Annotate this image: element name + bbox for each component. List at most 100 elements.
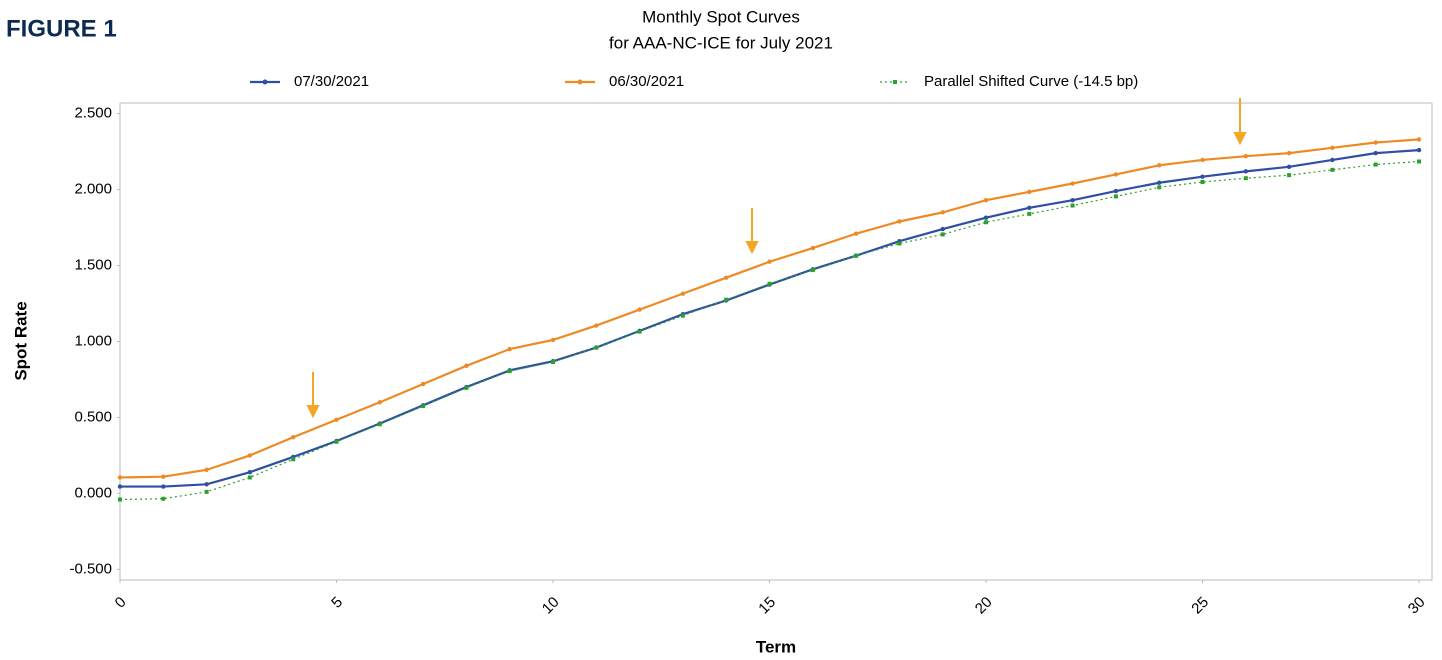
point <box>291 457 296 462</box>
plot-frame <box>119 102 1433 581</box>
chart-subtitle: for AAA-NC-ICE for July 2021 <box>609 33 833 52</box>
point <box>1200 157 1205 163</box>
point <box>1373 140 1378 145</box>
x-tick-label: 15 <box>755 594 779 618</box>
point <box>161 474 166 479</box>
arrows <box>306 98 1247 419</box>
point <box>1286 164 1292 170</box>
point <box>594 323 599 328</box>
point <box>117 484 123 489</box>
point <box>1287 173 1292 178</box>
legend-marker <box>893 80 897 84</box>
legend-marker <box>262 79 268 85</box>
point <box>680 291 686 296</box>
point <box>550 337 556 343</box>
point <box>1373 162 1378 167</box>
legend-label: 06/30/2021 <box>609 73 684 90</box>
y-tick-label: 1.000 <box>74 332 112 349</box>
arrow-head <box>306 405 320 419</box>
x-tick-label: 0 <box>112 594 130 612</box>
figure-label: FIGURE 1 <box>6 15 117 42</box>
point <box>810 268 815 273</box>
point <box>940 232 945 237</box>
y-tick-label: 2.500 <box>74 105 112 122</box>
point <box>724 297 729 302</box>
point <box>117 475 123 480</box>
legend-label: Parallel Shifted Curve (-14.5 bp) <box>924 73 1138 90</box>
point <box>551 360 556 365</box>
point <box>247 475 252 480</box>
point <box>810 245 816 251</box>
point <box>897 219 902 224</box>
point <box>507 346 512 352</box>
y-tick-label: -0.500 <box>69 560 112 577</box>
point <box>1027 211 1032 216</box>
point <box>1243 153 1249 159</box>
point <box>854 253 859 258</box>
point <box>1027 189 1032 195</box>
chart-title: Monthly Spot Curves <box>642 7 800 26</box>
point <box>118 497 122 502</box>
point <box>420 381 426 387</box>
point <box>1243 169 1249 174</box>
x-tick-label: 20 <box>972 594 996 618</box>
point <box>204 489 209 494</box>
point <box>247 453 253 458</box>
point <box>204 467 209 473</box>
point <box>464 385 469 390</box>
y-axis-label: Spot Rate <box>11 301 30 380</box>
point <box>940 210 945 215</box>
point <box>1330 157 1335 163</box>
point <box>377 422 382 427</box>
point <box>464 363 469 369</box>
point <box>680 313 685 318</box>
point <box>1157 180 1162 185</box>
point <box>637 307 642 312</box>
point <box>1200 174 1205 179</box>
point <box>1286 150 1292 156</box>
point <box>1113 194 1118 199</box>
point <box>1417 159 1422 164</box>
point <box>507 369 512 374</box>
point <box>1070 181 1075 186</box>
point <box>1416 137 1422 142</box>
point <box>1070 198 1075 203</box>
point <box>1113 172 1119 177</box>
x-axis-label: Term <box>756 637 796 656</box>
x-tick-label: 30 <box>1405 594 1429 618</box>
x-tick-label: 10 <box>539 594 563 618</box>
point <box>767 259 772 264</box>
y-tick-label: 0.000 <box>74 484 112 501</box>
point <box>940 226 945 232</box>
point <box>161 496 166 501</box>
point <box>291 435 296 440</box>
point <box>334 439 339 444</box>
point <box>594 345 599 350</box>
point <box>724 275 729 280</box>
point <box>421 404 426 409</box>
point <box>983 215 989 220</box>
point <box>983 198 989 203</box>
series-line <box>120 148 1420 488</box>
legend-label: 07/30/2021 <box>294 73 369 90</box>
x-tick-label: 25 <box>1188 594 1212 618</box>
y-tick-label: 2.000 <box>74 181 112 198</box>
point <box>897 241 902 246</box>
point <box>161 484 166 489</box>
series-line <box>119 138 1420 479</box>
arrow-head <box>1233 132 1247 146</box>
y-tick-label: 0.500 <box>74 408 112 425</box>
point <box>247 469 253 475</box>
x-tick-label: 5 <box>328 594 346 612</box>
point <box>1200 179 1205 184</box>
legend-marker <box>577 79 583 85</box>
point <box>1373 150 1378 156</box>
point <box>1157 163 1162 168</box>
point <box>334 417 339 422</box>
point <box>1330 145 1335 151</box>
point <box>637 329 642 334</box>
point <box>853 231 859 236</box>
point <box>1027 205 1032 211</box>
arrow-head <box>745 241 759 255</box>
